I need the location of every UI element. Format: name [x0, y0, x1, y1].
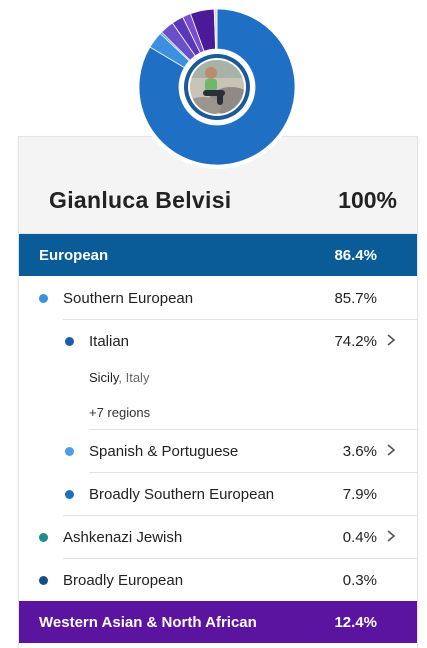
row-value: 7.9%	[342, 486, 377, 503]
color-dot-icon	[65, 490, 74, 499]
avatar[interactable]	[184, 54, 253, 120]
row-ashkenazi-jewish[interactable]: Ashkenazi Jewish 0.4%	[19, 516, 417, 559]
divider	[63, 319, 417, 320]
row-broadly-southern-european[interactable]: Broadly Southern European 7.9%	[19, 473, 417, 516]
divider	[89, 472, 417, 473]
row-italian[interactable]: Italian 74.2%	[19, 320, 417, 363]
chevron-right-icon[interactable]	[385, 332, 397, 348]
divider	[63, 515, 417, 516]
row-label: Italian	[89, 333, 130, 350]
chevron-right-icon[interactable]	[385, 442, 397, 458]
row-label: Southern European	[63, 290, 194, 307]
more-regions-link[interactable]: +7 regions	[89, 405, 151, 420]
row-value: 0.4%	[342, 529, 377, 546]
row-broadly-european[interactable]: Broadly European 0.3%	[19, 559, 417, 602]
region-country: , Italy	[118, 370, 150, 385]
row-southern-european[interactable]: Southern European 85.7%	[19, 277, 417, 320]
region-name: Sicily	[89, 370, 119, 385]
total-percentage: 100%	[338, 187, 397, 213]
color-dot-icon	[65, 337, 74, 346]
row-label: Spanish & Portuguese	[89, 443, 239, 460]
wana-value: 12.4%	[334, 614, 377, 631]
color-dot-icon	[39, 294, 48, 303]
ancestry-composition-card: Gianluca Belvisi 100% European 86.4% Sou…	[18, 136, 418, 648]
row-value: 85.7%	[334, 290, 377, 307]
chevron-right-icon[interactable]	[385, 528, 397, 544]
row-value: 3.6%	[342, 443, 377, 460]
row-value: 74.2%	[334, 333, 377, 350]
color-dot-icon	[65, 447, 74, 456]
ancestry-donut-chart	[133, 3, 301, 171]
color-dot-icon	[39, 576, 48, 585]
european-label: European	[39, 247, 109, 264]
italian-divider-row	[19, 387, 417, 430]
row-value: 0.3%	[342, 572, 377, 589]
italian-top-region[interactable]: Sicily, Italy	[89, 370, 149, 385]
european-band[interactable]: European 86.4%	[19, 234, 417, 276]
color-dot-icon	[39, 533, 48, 542]
row-label: Broadly European	[63, 572, 184, 589]
person-name: Gianluca Belvisi	[49, 187, 232, 213]
wana-label: Western Asian & North African	[39, 614, 257, 631]
row-spanish-portuguese[interactable]: Spanish & Portuguese 3.6%	[19, 430, 417, 473]
row-label: Ashkenazi Jewish	[63, 529, 183, 546]
divider	[63, 558, 417, 559]
european-value: 86.4%	[334, 247, 377, 264]
donut-svg	[135, 5, 299, 169]
western-asian-north-african-band[interactable]: Western Asian & North African 12.4%	[19, 601, 417, 643]
row-label: Broadly Southern European	[89, 486, 275, 503]
